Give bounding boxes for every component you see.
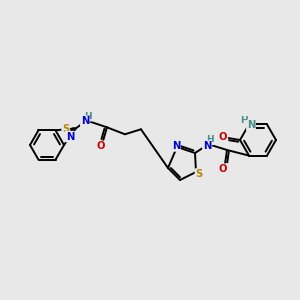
Text: H: H [240,116,248,125]
Text: O: O [219,132,227,142]
Text: N: N [203,141,211,151]
Text: S: S [195,169,203,179]
Text: O: O [97,141,105,151]
Text: N: N [172,141,180,151]
Text: H: H [84,112,92,121]
Text: N: N [81,116,89,126]
Text: H: H [206,136,214,145]
Text: O: O [219,164,227,174]
Text: N: N [247,120,255,130]
Text: N: N [66,132,74,142]
Text: S: S [62,124,69,134]
